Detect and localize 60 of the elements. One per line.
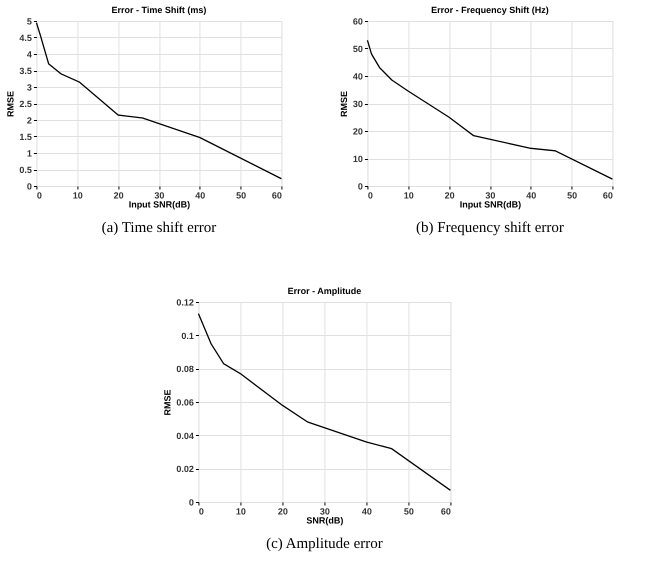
x-tick-label: 0 [36, 190, 42, 200]
x-tick-label: 10 [404, 190, 414, 200]
x-axis-title: Input SNR(dB) [460, 200, 522, 210]
y-tick-label: 2.5 [19, 99, 32, 109]
y-tick-label: 0.06 [176, 398, 194, 408]
x-tick-label: 60 [440, 506, 451, 516]
y-tick-label: 0 [358, 182, 363, 192]
y-tick-label: 0.12 [176, 298, 194, 308]
y-tick-label: 10 [352, 154, 363, 164]
y-tick-label: 0.5 [19, 165, 32, 175]
x-tick-label: 60 [272, 190, 282, 200]
y-tick-label: 50 [352, 44, 363, 54]
y-tick-label: 4.5 [19, 33, 32, 43]
x-tick-label: 50 [404, 506, 414, 516]
x-tick-label: 30 [154, 190, 164, 200]
x-tick-label: 0 [198, 506, 204, 516]
y-tick-label: 4 [26, 50, 32, 60]
chart-title: Error - Time Shift (ms) [111, 5, 206, 15]
y-tick-label: 2 [26, 116, 32, 126]
x-axis-title: Input SNR(dB) [128, 200, 190, 210]
text: (c) Amplitude error [266, 536, 383, 552]
x-axis-title: SNR(dB) [306, 516, 344, 526]
chart-title: Error - Frequency Shift (Hz) [431, 5, 549, 15]
x-tick-label: 30 [485, 190, 496, 200]
y-tick-label: 1 [26, 148, 32, 158]
y-axis-title: RMSE [162, 389, 172, 416]
y-tick-label: 0 [26, 182, 32, 192]
text: (b) Frequency shift error [416, 220, 564, 236]
text: (a) Time shift error [102, 220, 216, 236]
x-tick-label: 50 [236, 190, 246, 200]
x-tick-label: 40 [526, 190, 536, 200]
y-tick-label: 1.5 [19, 132, 32, 142]
y-tick-label: 3 [26, 82, 32, 92]
y-tick-label: 40 [352, 72, 363, 82]
y-tick-label: 0.04 [176, 430, 194, 441]
y-tick-label: 0 [188, 498, 194, 508]
chart-title: Error - Amplitude [288, 286, 362, 296]
x-tick-label: 0 [368, 190, 373, 200]
x-tick-label: 20 [444, 190, 455, 200]
x-tick-label: 60 [602, 190, 613, 200]
y-tick-label: 0.1 [181, 330, 194, 341]
x-tick-label: 40 [195, 190, 206, 200]
line-series [198, 313, 452, 491]
x-tick-label: 40 [362, 506, 372, 516]
y-tick-label: 5 [26, 16, 32, 26]
y-tick-label: 60 [352, 16, 363, 26]
y-axis-title: RMSE [338, 90, 349, 118]
line-series [366, 40, 614, 180]
x-tick-label: 30 [320, 506, 330, 516]
x-tick-label: 10 [236, 506, 246, 516]
y-tick-label: 0.02 [176, 464, 194, 474]
y-tick-label: 3.5 [19, 66, 32, 76]
y-axis-title: RMSE [5, 90, 16, 118]
y-tick-label: 20 [352, 126, 363, 136]
y-tick-label: 0.08 [176, 364, 194, 374]
x-tick-label: 20 [278, 506, 288, 516]
y-tick-label: 30 [352, 99, 363, 109]
x-tick-label: 50 [567, 190, 578, 200]
x-tick-label: 10 [72, 190, 83, 200]
x-tick-label: 20 [114, 190, 124, 200]
